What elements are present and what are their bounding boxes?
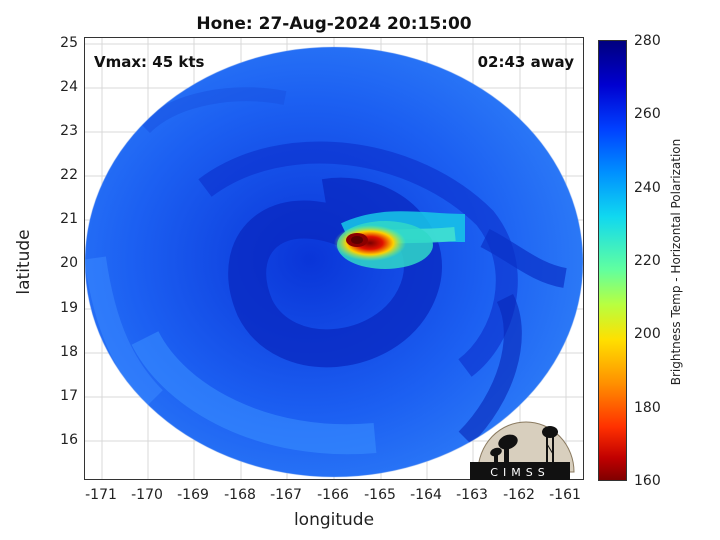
x-axis-label: longitude bbox=[293, 510, 375, 530]
x-tick: -171 bbox=[85, 487, 117, 503]
y-tick: 16 bbox=[60, 432, 78, 448]
colorbar-tick: 240 bbox=[634, 180, 661, 196]
y-tick: 21 bbox=[60, 211, 78, 227]
colorbar bbox=[598, 40, 627, 481]
y-tick: 18 bbox=[60, 344, 78, 360]
colorbar-tick: 160 bbox=[634, 473, 661, 489]
map-plot-area bbox=[84, 37, 584, 480]
y-tick: 25 bbox=[60, 35, 78, 51]
y-tick: 22 bbox=[60, 167, 78, 183]
x-tick: -163 bbox=[456, 487, 488, 503]
x-tick: -167 bbox=[270, 487, 302, 503]
colorbar-label: Brightness Temp - Horizontal Polarizatio… bbox=[669, 138, 683, 386]
colorbar-tick: 260 bbox=[634, 106, 661, 122]
x-tick: -164 bbox=[410, 487, 442, 503]
y-tick: 23 bbox=[60, 123, 78, 139]
time-offset-label: 02:43 away bbox=[477, 53, 574, 71]
colorbar-tick: 180 bbox=[634, 400, 661, 416]
map-title: Hone: 27-Aug-2024 20:15:00 bbox=[196, 14, 472, 34]
y-axis-label: latitude bbox=[14, 229, 34, 295]
colorbar-tick: 220 bbox=[634, 253, 661, 269]
y-tick: 20 bbox=[60, 255, 78, 271]
x-tick: -162 bbox=[503, 487, 535, 503]
brightness-temp-swath bbox=[85, 38, 583, 479]
x-tick: -170 bbox=[131, 487, 163, 503]
y-tick: 24 bbox=[60, 79, 78, 95]
y-tick: 19 bbox=[60, 300, 78, 316]
colorbar-tick: 200 bbox=[634, 326, 661, 342]
logo-text: CIMSS bbox=[490, 466, 549, 479]
x-tick: -168 bbox=[224, 487, 256, 503]
x-tick: -169 bbox=[177, 487, 209, 503]
colorbar-tick: 280 bbox=[634, 33, 661, 49]
x-tick: -161 bbox=[549, 487, 581, 503]
vmax-label: Vmax: 45 kts bbox=[94, 53, 205, 71]
cimss-logo: CIMSS bbox=[470, 410, 582, 480]
x-tick: -165 bbox=[364, 487, 396, 503]
x-tick: -166 bbox=[317, 487, 349, 503]
y-tick: 17 bbox=[60, 388, 78, 404]
